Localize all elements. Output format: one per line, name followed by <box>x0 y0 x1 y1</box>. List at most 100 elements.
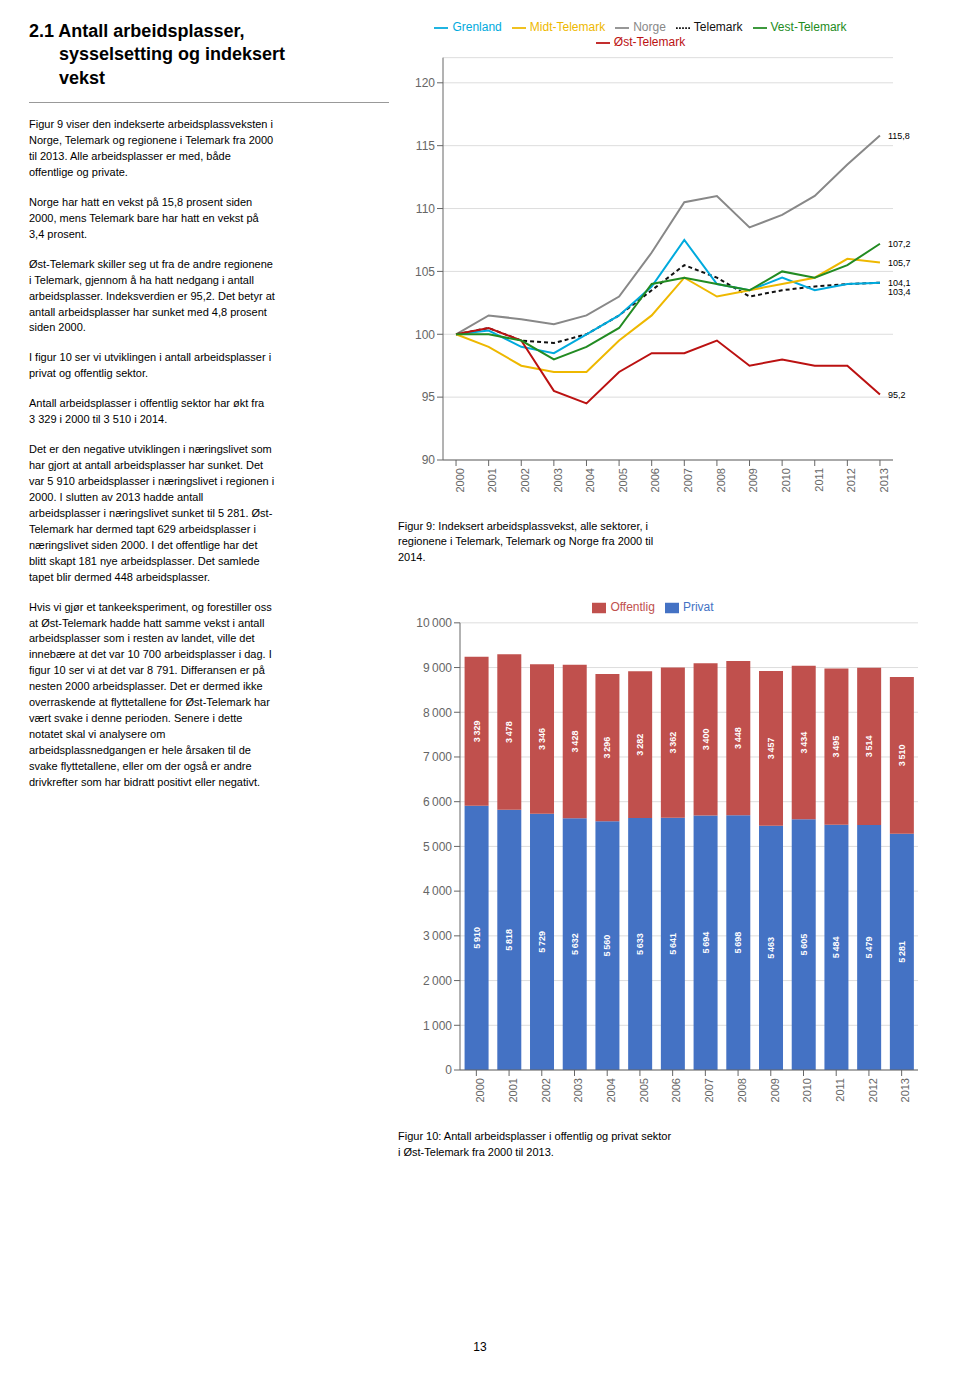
html-text:Figur 10: Antall arbeidsplasse: Figur 10: Antall arbeidsplasser i offent… <box>398 1130 672 1158</box>
svg-text:2013: 2013 <box>899 1078 911 1102</box>
svg-text:5 000: 5 000 <box>423 840 452 854</box>
html-text:Hvis vi gjør et tankeeksperime: Hvis vi gjør et tankeeksperiment, og for… <box>29 600 272 788</box>
svg-text:2001: 2001 <box>507 1078 519 1102</box>
svg-text:5 632: 5 632 <box>570 933 580 955</box>
svg-text:2012: 2012 <box>845 468 857 492</box>
svg-text:8 000: 8 000 <box>423 706 452 720</box>
svg-text:5 694: 5 694 <box>701 932 711 954</box>
svg-text:9 000: 9 000 <box>423 661 452 675</box>
svg-text:3 510: 3 510 <box>897 745 907 767</box>
svg-text:2 000: 2 000 <box>423 974 452 988</box>
svg-text:7 000: 7 000 <box>423 750 452 764</box>
svg-text:4 000: 4 000 <box>423 885 452 899</box>
html-text:Midt-Telemark: Midt-Telemark <box>529 20 606 34</box>
svg-text:105,7: 105,7 <box>888 258 911 268</box>
svg-text:115: 115 <box>416 139 435 153</box>
svg-text:3 400: 3 400 <box>701 729 711 751</box>
svg-text:3 514: 3 514 <box>864 736 874 758</box>
svg-text:5 641: 5 641 <box>668 933 678 955</box>
svg-text:1 000: 1 000 <box>423 1019 452 1033</box>
html-text:Telemark: Telemark <box>693 20 743 34</box>
svg-text:5 281: 5 281 <box>897 941 907 963</box>
svg-text:105: 105 <box>415 265 435 279</box>
svg-text:2009: 2009 <box>769 1078 781 1102</box>
svg-text:2011: 2011 <box>834 1078 846 1102</box>
svg-text:95,2: 95,2 <box>888 390 906 400</box>
svg-text:5 633: 5 633 <box>635 933 645 955</box>
html-text:Vest-Telemark: Vest-Telemark <box>770 20 847 34</box>
svg-text:2007: 2007 <box>703 1078 715 1102</box>
svg-text:5 479: 5 479 <box>864 937 874 959</box>
html-text:I figur 10 ser vi utviklingen: I figur 10 ser vi utviklingen i antall a… <box>29 351 272 380</box>
svg-text:3 282: 3 282 <box>635 734 645 756</box>
svg-text:3 000: 3 000 <box>423 929 452 943</box>
svg-text:3 362: 3 362 <box>668 732 678 754</box>
svg-text:5 818: 5 818 <box>504 929 514 951</box>
svg-text:2007: 2007 <box>682 468 694 492</box>
svg-text:2001: 2001 <box>486 468 498 492</box>
html-text:13: 13 <box>473 1340 487 1354</box>
svg-text:2010: 2010 <box>780 468 792 492</box>
svg-text:2003: 2003 <box>572 1078 584 1102</box>
html-text:Øst-Telemark skiller seg ut fr: Øst-Telemark skiller seg ut fra de andre… <box>29 257 275 334</box>
html-text:Norge: Norge <box>633 20 666 34</box>
html-text:Offentlig: Offentlig <box>610 600 655 615</box>
html-text:vekst: vekst <box>59 67 105 88</box>
svg-text:2008: 2008 <box>715 468 727 492</box>
svg-text:0: 0 <box>445 1063 452 1077</box>
svg-text:3 457: 3 457 <box>766 738 776 760</box>
svg-text:3 495: 3 495 <box>831 736 841 758</box>
svg-text:2010: 2010 <box>801 1078 813 1102</box>
svg-text:2013: 2013 <box>878 468 890 492</box>
html-text:sysselsetting og indeksert: sysselsetting og indeksert <box>59 44 286 65</box>
svg-text:2000: 2000 <box>454 468 466 492</box>
html-text:Figur 9 viser den indekserte a: Figur 9 viser den indekserte arbeidsplas… <box>29 118 274 178</box>
svg-text:3 296: 3 296 <box>602 737 612 759</box>
html-text:Figur 9: Indeksert arbeidsplas: Figur 9: Indeksert arbeidsplassvekst, al… <box>398 520 654 563</box>
html-text:Grenland: Grenland <box>452 20 502 34</box>
svg-text:5 729: 5 729 <box>537 931 547 953</box>
html-text:Det er den negative utviklinge: Det er den negative utviklingen i næring… <box>29 443 275 583</box>
html-text:2.1 Antall arbeidsplasser,: 2.1 Antall arbeidsplasser, <box>29 21 245 41</box>
svg-text:90: 90 <box>422 453 436 467</box>
svg-text:3 346: 3 346 <box>537 728 547 750</box>
svg-text:2002: 2002 <box>540 1078 552 1102</box>
svg-text:2005: 2005 <box>638 1078 650 1102</box>
svg-text:2009: 2009 <box>747 468 759 492</box>
svg-text:2004: 2004 <box>584 468 596 492</box>
svg-text:5 698: 5 698 <box>733 932 743 954</box>
svg-text:115,8: 115,8 <box>888 131 910 141</box>
svg-text:2012: 2012 <box>867 1078 879 1102</box>
svg-text:5 463: 5 463 <box>766 937 776 959</box>
svg-text:2008: 2008 <box>736 1078 748 1102</box>
svg-text:110: 110 <box>416 202 435 216</box>
svg-text:2011: 2011 <box>813 468 825 492</box>
svg-text:2005: 2005 <box>617 468 629 492</box>
svg-text:5 484: 5 484 <box>831 937 841 959</box>
svg-text:3 448: 3 448 <box>733 727 743 749</box>
svg-text:3 329: 3 329 <box>472 721 482 743</box>
svg-text:95: 95 <box>422 390 436 404</box>
svg-text:5 560: 5 560 <box>602 935 612 957</box>
svg-text:3 428: 3 428 <box>570 731 580 753</box>
svg-text:100: 100 <box>415 328 435 342</box>
html-text:Norge har hatt en vekst på 15,: Norge har hatt en vekst på 15,8 prosent … <box>29 195 259 240</box>
svg-text:120: 120 <box>415 76 435 90</box>
svg-text:2002: 2002 <box>519 468 531 492</box>
svg-text:2006: 2006 <box>650 468 662 492</box>
svg-text:2003: 2003 <box>552 468 564 492</box>
svg-text:2000: 2000 <box>474 1078 486 1102</box>
svg-text:5 605: 5 605 <box>799 934 809 956</box>
html-text:Privat: Privat <box>682 600 714 615</box>
html-text:Øst-Telemark: Øst-Telemark <box>613 34 686 49</box>
svg-text:5 910: 5 910 <box>472 927 482 949</box>
svg-text:3 478: 3 478 <box>504 721 514 743</box>
svg-text:3 434: 3 434 <box>799 732 809 754</box>
html-text:Antall arbeidsplasser i offent: Antall arbeidsplasser i offentlig sektor… <box>29 397 265 426</box>
svg-text:2006: 2006 <box>670 1078 682 1102</box>
svg-text:10 000: 10 000 <box>416 616 452 630</box>
svg-text:6 000: 6 000 <box>423 795 452 809</box>
svg-text:107,2: 107,2 <box>888 239 911 249</box>
svg-text:2004: 2004 <box>605 1078 617 1102</box>
svg-text:103,4: 103,4 <box>888 287 911 297</box>
